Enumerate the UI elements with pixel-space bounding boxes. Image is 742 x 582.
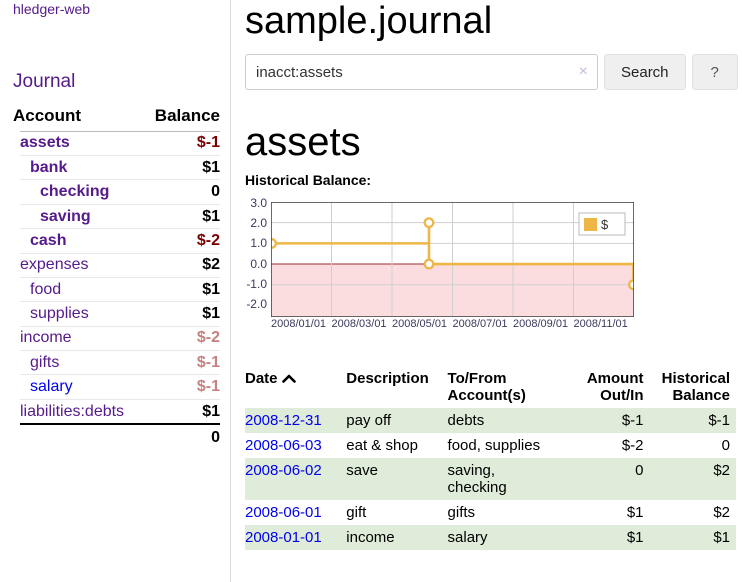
svg-text:$: $ [601, 217, 609, 232]
